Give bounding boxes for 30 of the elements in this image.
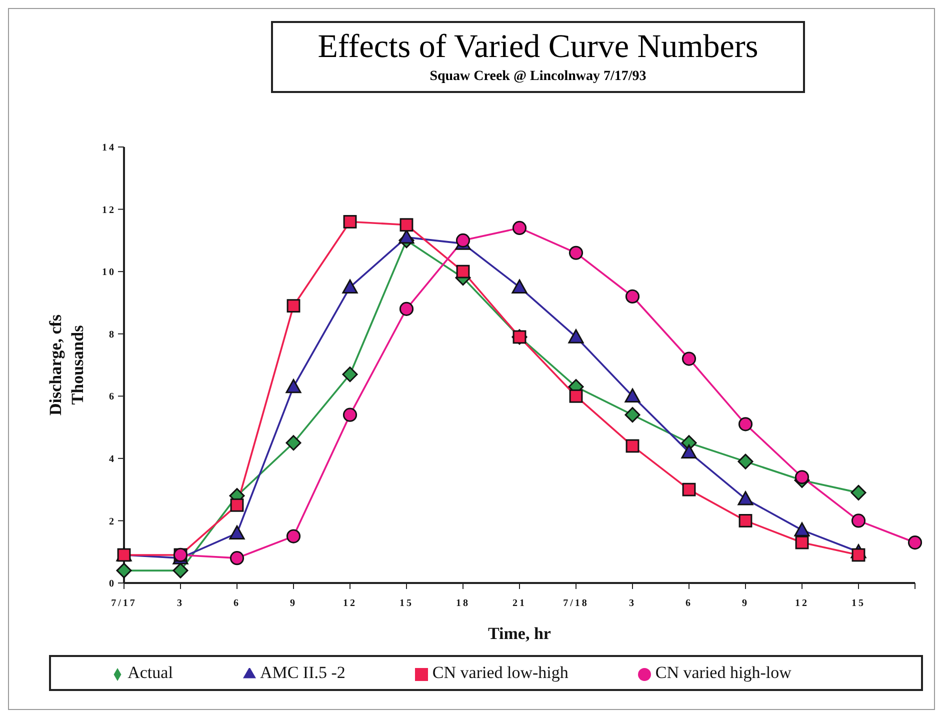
y-axis-title: Discharge, cfs Thousands [46,314,87,416]
x-axis-title: Time, hr [488,624,552,643]
x-tick-label: 7/17 [111,598,137,610]
x-tick-label: 21 [512,598,526,610]
y-tick-label: 14 [102,142,116,154]
y-tick-label: 2 [109,516,116,528]
legend-label: Actual [128,663,173,682]
x-tick-label: 7/18 [563,598,589,610]
x-tick-label: 9 [290,598,297,610]
x-tick-label: 15 [852,598,866,610]
x-tick-label: 3 [177,598,184,610]
y-tick-label: 12 [102,204,116,216]
x-tick-label: 6 [234,598,240,610]
x-tick-label: 3 [629,598,636,610]
x-tick-label: 15 [400,598,414,610]
y-tick-label: 0 [109,578,116,590]
legend-label: CN varied high-low [655,663,792,682]
legend-label: CN varied low-high [432,663,568,682]
chart-subtitle: Squaw Creek @ Lincolnway 7/17/93 [428,69,648,85]
x-tick-label: 18 [456,598,470,610]
x-tick-label: 6 [686,598,692,610]
y-tick-label: 4 [109,454,116,465]
y-tick-label: 10 [102,267,116,278]
y-tick-label: 6 [109,392,116,403]
chart-title: Effects of Varied Curve Numbers [316,28,760,67]
y-tick-label: 8 [109,329,116,340]
x-tick-label: 9 [742,598,749,610]
x-tick-label: 12 [795,598,809,610]
legend-label: AMC II.5 -2 [260,663,346,682]
x-tick-label: 12 [343,598,357,610]
